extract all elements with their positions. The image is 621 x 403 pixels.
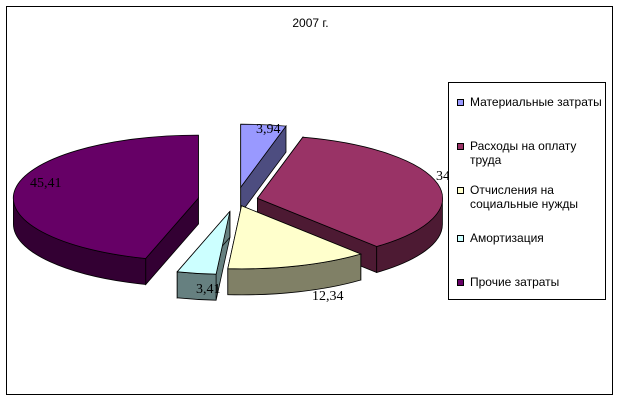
legend-swatch-depreciation <box>457 235 464 242</box>
legend-item-labor: Расходы на оплату труда <box>457 139 603 167</box>
legend-label-social: Отчисления на социальные нужды <box>470 183 578 211</box>
legend-label-depreciation: Амортизация <box>470 231 544 245</box>
pie-slice-depreciation <box>176 210 231 301</box>
legend: Материальные затраты Расходы на оплату т… <box>448 82 606 300</box>
legend-item-material: Материальные затраты <box>457 95 603 109</box>
legend-swatch-material <box>457 99 464 106</box>
legend-swatch-other <box>457 279 464 286</box>
pie-slice-other <box>12 134 199 286</box>
pie-slice-labor <box>256 135 443 274</box>
legend-label-material: Материальные затраты <box>470 95 602 109</box>
legend-label-other: Прочие затраты <box>470 275 560 289</box>
legend-item-other: Прочие затраты <box>457 275 603 289</box>
legend-item-social: Отчисления на социальные нужды <box>457 183 603 211</box>
data-label-depreciation: 3,41 <box>196 282 221 297</box>
pie-slice-social <box>227 205 363 296</box>
legend-item-depreciation: Амортизация <box>457 231 603 245</box>
chart-title: 2007 г. <box>292 16 329 30</box>
data-label-material: 3,94 <box>256 122 281 137</box>
data-label-other: 45,41 <box>30 176 62 191</box>
data-label-social: 12,34 <box>312 289 344 304</box>
pie-slice-material <box>240 123 287 215</box>
legend-label-labor: Расходы на оплату труда <box>470 139 577 167</box>
legend-swatch-social <box>457 187 464 194</box>
legend-swatch-labor <box>457 143 464 150</box>
